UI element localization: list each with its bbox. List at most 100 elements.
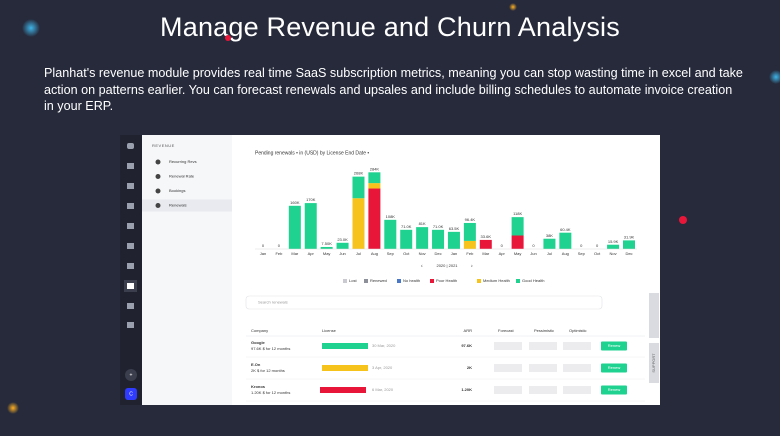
x-tick-label: Sep bbox=[578, 251, 586, 256]
column-header: License bbox=[322, 328, 337, 333]
bar-segment bbox=[623, 240, 635, 249]
bar-total: 31.9K bbox=[624, 234, 635, 239]
legend-label: Good Health bbox=[522, 278, 544, 283]
description: Planhat's revenue module provides real t… bbox=[44, 66, 743, 113]
bar-segment bbox=[352, 198, 365, 249]
x-tick-label: Aug bbox=[371, 251, 378, 256]
bar-total: 15.9K bbox=[608, 239, 619, 244]
page-title: Manage Revenue and Churn Analysis bbox=[160, 12, 620, 42]
dropdown bbox=[563, 386, 591, 394]
legend-swatch bbox=[343, 279, 347, 283]
side-tab[interactable] bbox=[649, 293, 659, 338]
license-bar bbox=[320, 387, 366, 393]
bar-total: 160K bbox=[290, 200, 300, 205]
decor-dot bbox=[769, 70, 780, 84]
x-tick-label: Jan bbox=[451, 251, 457, 256]
bar-total: 81K bbox=[419, 221, 426, 226]
company: Kronos bbox=[251, 384, 266, 389]
bar-segment bbox=[288, 205, 301, 249]
dropdown bbox=[529, 342, 557, 350]
bar-total: 268K bbox=[354, 171, 364, 176]
nav-icon bbox=[155, 203, 161, 208]
x-tick-label: Mar bbox=[291, 251, 299, 256]
renew-button[interactable] bbox=[601, 363, 627, 373]
bar-segment bbox=[607, 244, 620, 249]
sub-nav bbox=[142, 135, 232, 405]
search-box[interactable] bbox=[245, 295, 603, 310]
license-date: 30 Mar, 2020 bbox=[372, 343, 396, 348]
nav-item: Renewals bbox=[169, 203, 187, 208]
add-button[interactable] bbox=[125, 369, 137, 381]
legend-swatch bbox=[477, 279, 481, 283]
icon-bar bbox=[120, 135, 142, 405]
bar-total: 118K bbox=[513, 211, 522, 216]
x-tick-label: Jun bbox=[339, 251, 345, 256]
x-tick-label: Sep bbox=[387, 251, 395, 256]
x-tick-label: May bbox=[323, 251, 331, 256]
side-tab-label: SUPPORT bbox=[651, 353, 656, 373]
dropdown bbox=[494, 364, 522, 372]
legend-swatch bbox=[397, 279, 401, 283]
prev[interactable]: ‹ bbox=[421, 263, 423, 269]
dropdown bbox=[494, 386, 522, 394]
renew-button[interactable] bbox=[601, 341, 627, 351]
x-tick-label: Feb bbox=[275, 251, 283, 256]
x-tick-label: Jun bbox=[530, 251, 536, 256]
search-placeholder: Search renewals bbox=[258, 300, 288, 305]
bar-total: 60.4K bbox=[560, 227, 571, 232]
license-date: 6 Mar, 2020 bbox=[372, 387, 394, 392]
dropdown bbox=[529, 364, 557, 372]
renew-label: Renew bbox=[608, 365, 621, 370]
license-bar bbox=[322, 365, 368, 371]
column-header: Optimistic bbox=[569, 328, 587, 333]
bar-total: 0 bbox=[278, 243, 281, 248]
bar-segment bbox=[336, 242, 349, 249]
bar-total: 0 bbox=[596, 243, 599, 248]
renew-button[interactable] bbox=[601, 385, 627, 395]
nav-icon bbox=[155, 188, 161, 194]
nav-icon bbox=[155, 174, 161, 179]
bar-total: 170K bbox=[306, 197, 316, 202]
nav-section: REVENUE bbox=[152, 143, 175, 148]
bar-segment bbox=[543, 238, 556, 249]
x-tick-label: Oct bbox=[403, 251, 410, 256]
legend-label: Poor Health bbox=[436, 278, 457, 283]
legend-label: Medium Health bbox=[483, 278, 510, 283]
nav-item: Bookings bbox=[169, 188, 185, 193]
bar-segment bbox=[384, 219, 397, 249]
next[interactable]: › bbox=[471, 263, 473, 269]
column-header: ARR bbox=[464, 328, 473, 333]
bar-segment bbox=[304, 203, 317, 249]
bar-total: 63.5K bbox=[449, 226, 460, 231]
renew-label: Renew bbox=[608, 387, 621, 392]
decor-dot bbox=[509, 3, 517, 11]
nav-item: Recurring Revs bbox=[169, 159, 197, 164]
dropdown bbox=[494, 342, 522, 350]
x-tick-label: Feb bbox=[466, 251, 474, 256]
license-date: 3 Apr, 2020 bbox=[372, 365, 393, 370]
nav-icon bbox=[155, 159, 161, 165]
bar-segment bbox=[320, 246, 333, 249]
legend-swatch bbox=[430, 279, 434, 283]
x-tick-label: Nov bbox=[610, 251, 617, 256]
year-nav: 2020 | 2021 bbox=[436, 263, 458, 268]
decor-dot bbox=[7, 402, 19, 414]
legend-swatch bbox=[516, 279, 520, 283]
bar-total: 71.0K bbox=[401, 224, 412, 229]
bar-total: 0 bbox=[262, 243, 265, 248]
bar-segment bbox=[479, 239, 492, 249]
bar-segment bbox=[368, 188, 381, 249]
side-tab[interactable] bbox=[649, 343, 659, 383]
legend-label: Renewed bbox=[370, 278, 387, 283]
avatar[interactable] bbox=[125, 388, 137, 400]
x-tick-label: May bbox=[514, 251, 522, 256]
bar-total: 284K bbox=[370, 166, 380, 171]
decor-dot bbox=[225, 35, 231, 41]
bar-segment bbox=[400, 229, 413, 249]
bar-segment bbox=[447, 231, 460, 249]
decor-dot bbox=[22, 19, 40, 37]
bar-total: 108K bbox=[386, 214, 396, 219]
bar-total: 0 bbox=[580, 243, 583, 248]
x-tick-label: Mar bbox=[482, 251, 490, 256]
